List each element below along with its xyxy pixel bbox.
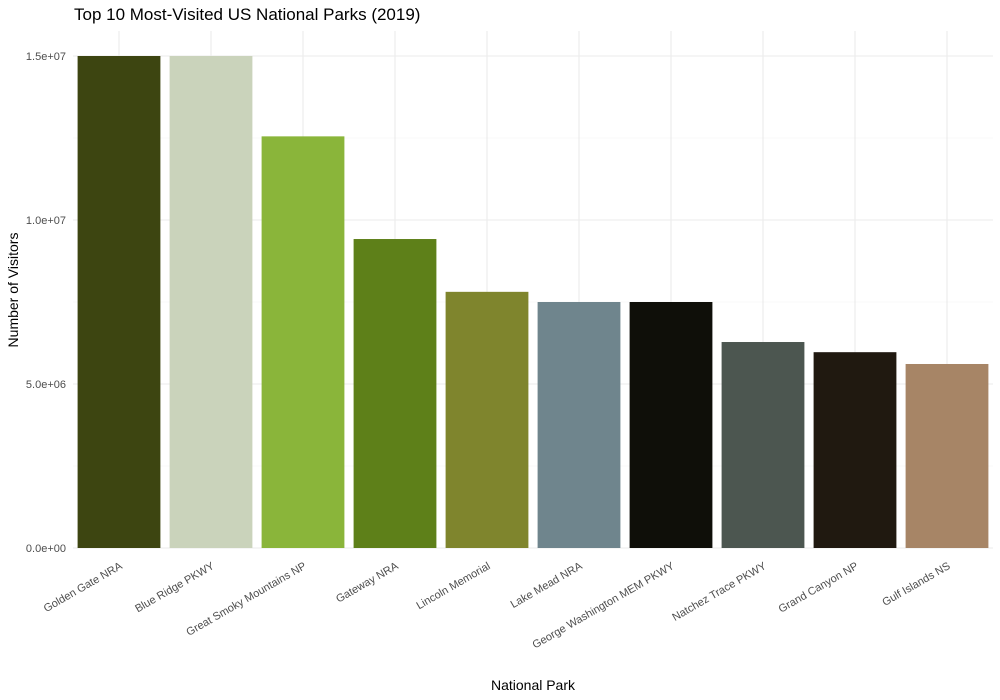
bar-lincoln-memorial: [445, 291, 529, 548]
x-tick-label: Gulf Islands NS: [880, 560, 952, 609]
y-tick-label: 1.5e+07: [26, 51, 66, 63]
bar-lake-mead-nra: [537, 302, 621, 548]
x-tick-label: Lincoln Memorial: [414, 560, 492, 612]
chart-title: Top 10 Most-Visited US National Parks (2…: [74, 5, 420, 24]
x-tick-label: Lake Mead NRA: [509, 560, 585, 611]
x-tick-label: Natchez Trace PKWY: [670, 560, 769, 624]
x-tick-label: Grand Canyon NP: [777, 560, 861, 615]
x-tick-label: Gateway NRA: [334, 560, 401, 606]
y-tick-label: 0.0e+00: [26, 543, 66, 555]
y-tick-label: 1.0e+07: [26, 215, 66, 227]
bar-blue-ridge-pkwy: [169, 56, 253, 548]
x-tick-label: Blue Ridge PKWY: [133, 560, 217, 615]
bars: [77, 56, 989, 549]
y-axis-ticks: 0.0e+00 5.0e+06 1.0e+07 1.5e+07: [26, 51, 66, 555]
bar-natchez-trace-pkwy: [721, 342, 805, 548]
x-axis-title: National Park: [491, 677, 576, 693]
bar-great-smoky-mountains-np: [261, 136, 345, 549]
bar-golden-gate-nra: [77, 56, 161, 548]
x-tick-label: George Washington MEM PKWY: [531, 560, 678, 652]
x-tick-label: Golden Gate NRA: [42, 560, 125, 615]
bar-gateway-nra: [353, 239, 437, 549]
bar-grand-canyon-np: [813, 352, 897, 548]
bar-gulf-islands-ns: [905, 363, 989, 548]
bar-george-washington-mem-pkwy: [629, 302, 713, 548]
y-tick-label: 5.0e+06: [26, 379, 66, 391]
y-axis-title: Number of Visitors: [5, 233, 21, 348]
